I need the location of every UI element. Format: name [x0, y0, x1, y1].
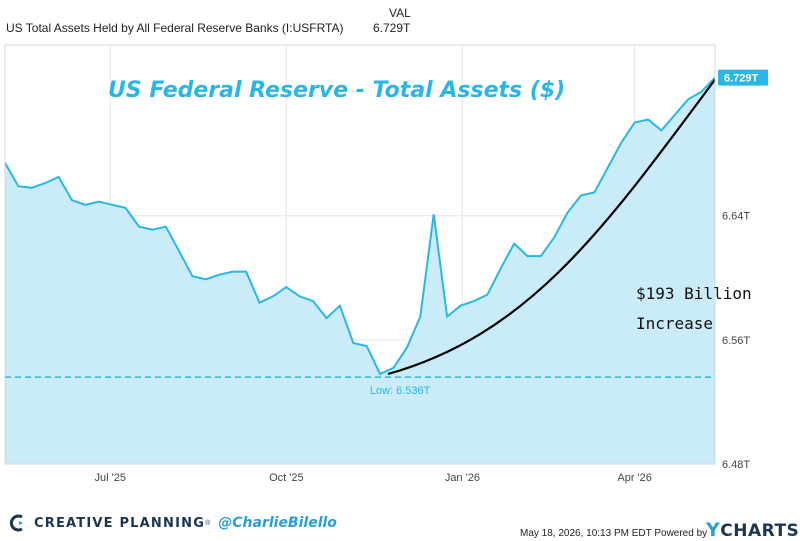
low-label: Low: 6.536T — [370, 385, 431, 397]
x-tick-label: Jan '26 — [445, 472, 480, 484]
y-axis-ticks: 6.48T 6.56T 6.64T — [722, 211, 750, 471]
y-tick-label: 6.48T — [722, 459, 750, 471]
chart-title: US Federal Reserve - Total Assets ($) — [108, 78, 565, 103]
current-value: 6.729T — [373, 21, 411, 35]
x-tick-label: Apr '26 — [617, 472, 652, 484]
increase-annotation-line1: $193 Billion — [636, 284, 752, 303]
x-tick-label: Oct '25 — [269, 472, 304, 484]
series-line — [4, 76, 716, 376]
ycharts-text: CHARTS — [720, 521, 800, 541]
value-column-label: VAL — [389, 6, 411, 20]
increase-trend-curve — [387, 78, 716, 376]
y-tick-label: 6.56T — [722, 335, 750, 347]
last-value-tag: 6.729T — [718, 69, 768, 86]
plot-border — [4, 44, 716, 465]
creative-planning-icon — [9, 514, 23, 532]
x-tick-label: Jul '25 — [95, 472, 126, 484]
increase-annotation-line2: Increase — [636, 314, 713, 333]
ycharts-y: Y — [706, 519, 721, 541]
creative-planning-logo: CREATIVE PLANNING ® @CharlieBilello — [8, 513, 337, 533]
last-value-tag-text: 6.729T — [724, 73, 759, 85]
last-value-tag-bg — [718, 69, 768, 86]
ycharts-logo: YCHARTS — [706, 519, 799, 541]
brand-mark: ® — [205, 519, 211, 527]
x-axis-ticks: Jul '25 Oct '25 Jan '26 Apr '26 — [95, 472, 652, 484]
series-name: US Total Assets Held by All Federal Rese… — [6, 21, 344, 35]
brand-name: CREATIVE PLANNING — [34, 515, 206, 531]
author-handle: @CharlieBilello — [218, 515, 337, 531]
y-tick-label: 6.64T — [722, 211, 750, 223]
series-area — [5, 77, 715, 464]
timestamp-powered-by: May 18, 2026, 10:13 PM EDT Powered by — [520, 528, 708, 539]
